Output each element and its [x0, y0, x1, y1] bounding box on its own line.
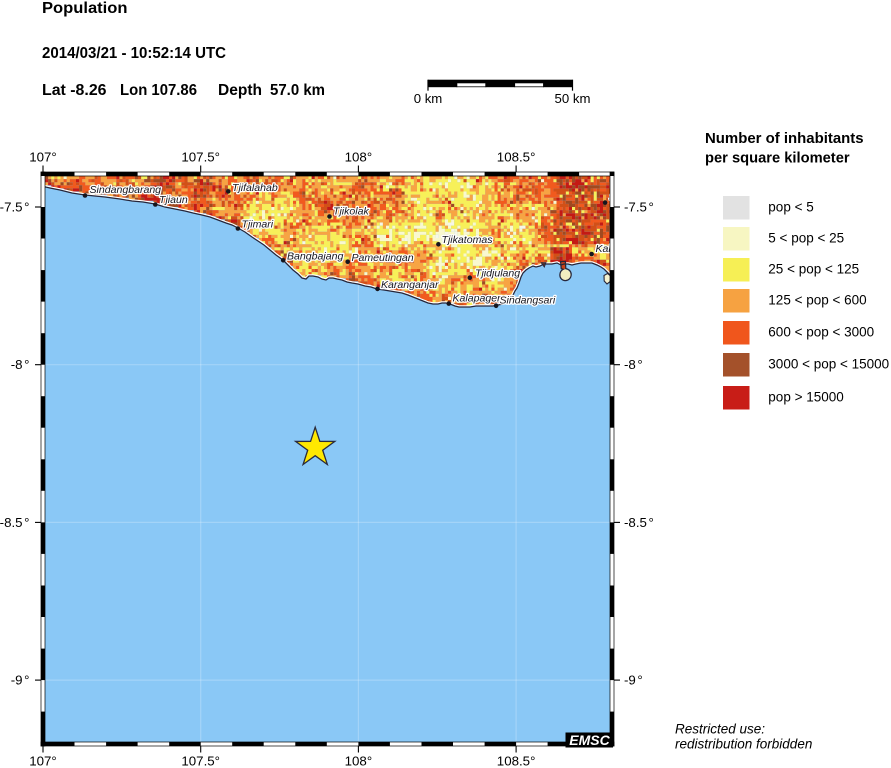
svg-text:Kalapagenep: Kalapagenep	[453, 293, 515, 305]
svg-text:-8°: -8 °	[624, 357, 643, 372]
svg-text:Sindangbarang: Sindangbarang	[90, 184, 162, 196]
svg-text:600 < pop < 3000: 600 < pop < 3000	[768, 325, 874, 340]
svg-text:107°: 107°	[29, 150, 57, 165]
svg-text:Number of inhabitants: Number of inhabitants	[705, 130, 864, 147]
svg-text:25 < pop < 125: 25 < pop < 125	[768, 262, 859, 277]
svg-text:Population: Population	[42, 0, 128, 17]
svg-text:Tjidjulang: Tjidjulang	[475, 268, 520, 280]
svg-text:EMSC: EMSC	[569, 732, 610, 748]
svg-text:107°: 107°	[29, 754, 57, 768]
svg-text:per square kilometer: per square kilometer	[705, 149, 850, 166]
svg-text:108°: 108°	[345, 754, 373, 768]
svg-text:-8.5°: -8.5 °	[624, 515, 654, 530]
svg-text:Tjifalahab: Tjifalahab	[232, 182, 278, 194]
svg-text:-8°: -8 °	[11, 357, 30, 372]
svg-text:pop < 5: pop < 5	[768, 200, 813, 215]
svg-text:3000 < pop < 15000: 3000 < pop < 15000	[768, 357, 889, 372]
svg-text:108.5°: 108.5°	[497, 150, 536, 165]
svg-text:-9°: -9 °	[11, 673, 30, 688]
svg-text:2014/03/21 - 10:52:14 UTC: 2014/03/21 - 10:52:14 UTC	[42, 45, 226, 62]
svg-text:Restricted use:: Restricted use:	[675, 722, 765, 737]
svg-text:50 km: 50 km	[555, 91, 591, 106]
svg-text:108.5°: 108.5°	[497, 754, 536, 768]
svg-text:107.5°: 107.5°	[181, 754, 220, 768]
svg-text:107.5°: 107.5°	[181, 150, 220, 165]
svg-text:-8.5°: -8.5 °	[0, 515, 30, 530]
svg-text:Sindangsari: Sindangsari	[500, 295, 556, 307]
svg-text:Karanganjar: Karanganjar	[381, 279, 439, 291]
svg-text:Sidareja: Sidareja	[609, 192, 648, 204]
svg-text:Bangbajang: Bangbajang	[287, 251, 343, 263]
svg-text:125 < pop < 600: 125 < pop < 600	[768, 293, 866, 308]
svg-text:Pameutingan: Pameutingan	[352, 252, 414, 264]
svg-text:0 km: 0 km	[414, 91, 443, 106]
svg-text:Tjiaun: Tjiaun	[159, 194, 188, 206]
svg-text:pop > 15000: pop > 15000	[768, 390, 843, 405]
svg-text:-7.5°: -7.5 °	[624, 200, 654, 215]
svg-text:redistribution forbidden: redistribution forbidden	[675, 737, 812, 752]
svg-text:Tjikolak: Tjikolak	[333, 206, 369, 218]
svg-text:Kaliputjang: Kaliputjang	[596, 243, 648, 255]
svg-text:-7.5°: -7.5 °	[0, 200, 30, 215]
svg-text:-9°: -9 °	[624, 673, 643, 688]
svg-text:Tjimari: Tjimari	[242, 219, 274, 231]
svg-text:108°: 108°	[345, 150, 373, 165]
svg-text:Tjikatomas: Tjikatomas	[442, 234, 494, 246]
svg-text:5 < pop < 25: 5 < pop < 25	[768, 231, 844, 246]
